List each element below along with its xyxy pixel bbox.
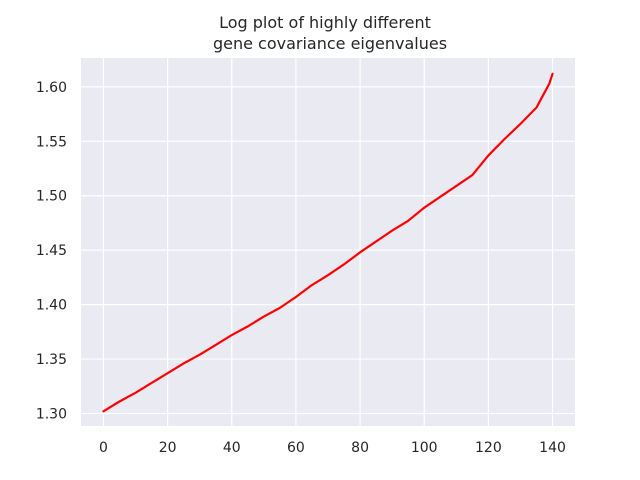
y-tick-label: 1.45 [36, 243, 67, 259]
x-tick-label: 140 [539, 440, 566, 456]
x-tick-label: 120 [475, 440, 502, 456]
series-line-0 [102, 72, 554, 413]
x-tick-label: 20 [159, 440, 177, 456]
x-tick-label: 60 [287, 440, 305, 456]
x-tick-label: 40 [223, 440, 241, 456]
x-tick-label: 100 [411, 440, 438, 456]
plot-area [81, 58, 575, 426]
x-axis-tick-labels: 0 20 40 60 80 100 120 140 [99, 440, 566, 456]
y-tick-label: 1.60 [36, 80, 67, 96]
y-tick-label: 1.40 [36, 298, 67, 314]
y-tick-label: 1.35 [36, 352, 67, 368]
chart-title-line-2: gene covariance eigenvalues [213, 34, 447, 53]
x-tick-label: 80 [351, 440, 369, 456]
series-group [102, 72, 554, 413]
grid-lines [81, 58, 575, 426]
y-tick-label: 1.30 [36, 406, 67, 422]
y-tick-label: 1.50 [36, 189, 67, 205]
y-tick-label: 1.55 [36, 134, 67, 150]
chart-title-line-1: Log plot of highly different [219, 13, 431, 32]
x-tick-label: 0 [99, 440, 108, 456]
y-axis-tick-labels: 1.30 1.35 1.40 1.45 1.50 1.55 1.60 [36, 80, 67, 423]
